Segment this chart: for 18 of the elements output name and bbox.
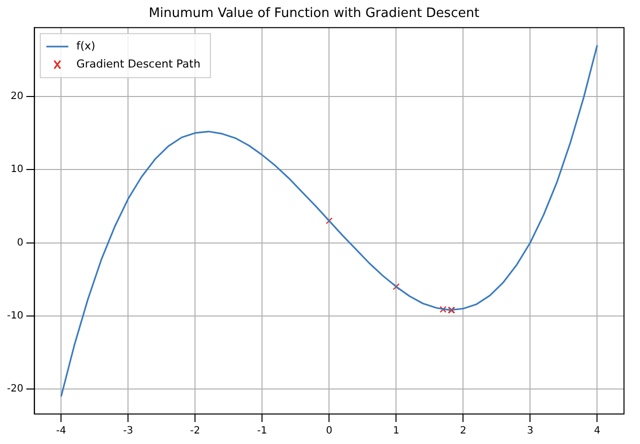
y-tick-label: -20 [6,384,24,395]
x-tick-label: -2 [190,426,200,437]
x-tick-label: 2 [460,426,466,437]
x-tick-label: -4 [56,426,66,437]
legend-label: f(x) [76,39,96,52]
y-tick-label: 10 [10,164,24,176]
x-tick-label: 3 [527,426,534,437]
y-tick-label: 20 [10,90,24,102]
chart-title: Minumum Value of Function with Gradient Descent [148,6,480,22]
x-tick-label: 1 [392,426,400,437]
x-tick-label: 4 [594,426,600,437]
x-tick-label: -3 [123,426,134,437]
x-tick-label: 0 [326,426,332,437]
y-tick-label: 0 [16,237,24,248]
legend-label: Gradient Descent Path [76,57,200,70]
x-tick-label: -1 [257,426,268,437]
y-tick-label: -10 [6,310,24,322]
point [440,306,447,313]
